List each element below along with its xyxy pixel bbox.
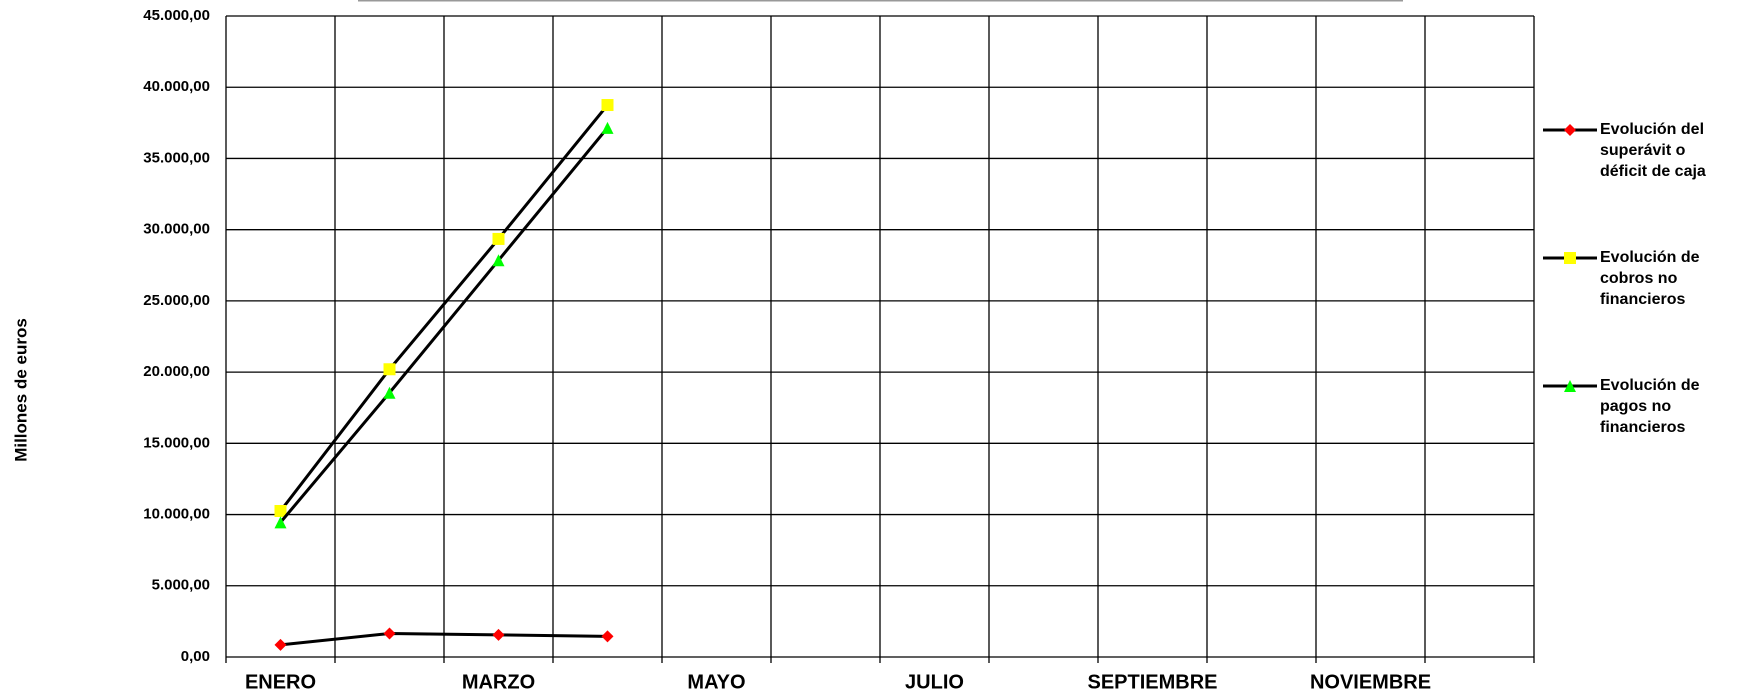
y-tick-label: 45.000,00 [143,7,210,24]
y-axis-label: Millones de euros [11,318,30,462]
marker [274,504,287,517]
y-tick-label: 5.000,00 [152,577,210,594]
marker [601,121,614,134]
y-tick-label: 25.000,00 [143,292,210,309]
y-tick-label: 35.000,00 [143,149,210,166]
marker [1564,380,1576,392]
marker [1564,124,1576,136]
x-tick-label: JULIO [905,671,964,693]
marker [601,630,614,643]
legend-label: Evolución de cobros no financieros [1600,249,1700,308]
marker [383,386,396,399]
marker [383,363,396,376]
x-tick-label: ENERO [245,671,316,693]
marker [274,516,287,529]
y-tick-label: 0,00 [181,648,210,665]
marker [1564,252,1576,264]
marker [492,254,505,267]
x-tick-label: MARZO [462,671,535,693]
series-line [280,631,608,647]
legend-label: Evolución de pagos no financieros [1600,377,1700,436]
x-tick-label: SEPTIEMBRE [1087,671,1217,693]
y-tick-label: 20.000,00 [143,363,210,380]
marker [601,99,614,112]
y-tick-label: 40.000,00 [143,78,210,95]
y-tick-label: 10.000,00 [143,506,210,523]
marker [492,232,505,245]
series-line [279,104,609,512]
marker [274,638,287,651]
legend-label: Evolución del superávit o déficit de caj… [1600,121,1706,180]
x-tick-label: MAYO [687,671,745,693]
marker [492,628,505,641]
x-tick-label: NOVIEMBRE [1310,671,1431,693]
y-tick-label: 15.000,00 [143,434,210,451]
y-tick-label: 30.000,00 [143,221,210,238]
series-line [279,126,609,524]
marker [383,627,396,640]
